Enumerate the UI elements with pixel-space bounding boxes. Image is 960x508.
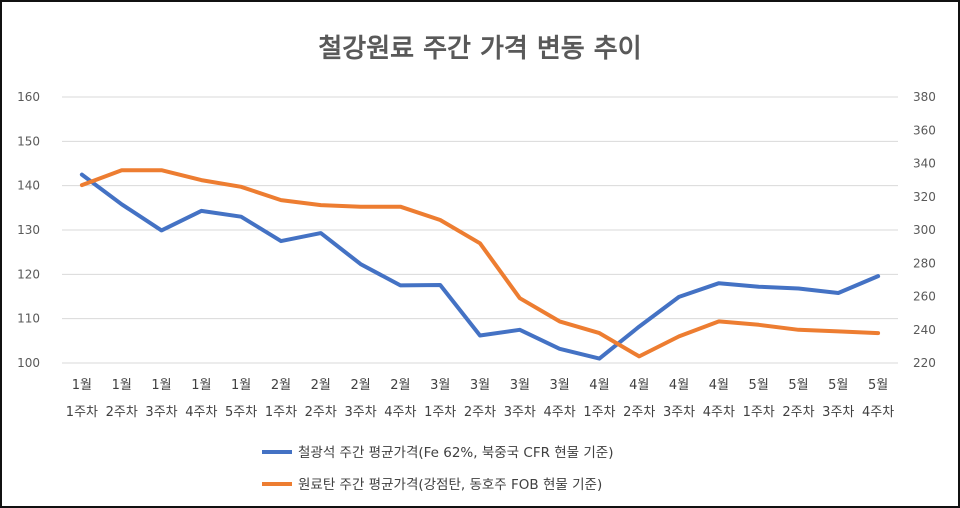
- right-tick-label: 340: [913, 157, 936, 171]
- x-tick-week-label: 2주차: [464, 405, 496, 420]
- x-tick-week-label: 4주차: [185, 405, 217, 420]
- left-tick-label: 100: [17, 356, 40, 370]
- x-tick-month-label: 2월: [390, 378, 410, 393]
- x-tick-month-label: 3월: [430, 378, 450, 393]
- right-tick-label: 260: [913, 290, 936, 304]
- x-tick-month-label: 2월: [271, 378, 291, 393]
- chart-title: 철강원료 주간 가격 변동 추이: [318, 34, 641, 64]
- right-tick-label: 320: [913, 190, 936, 204]
- x-tick-month-label: 2월: [350, 378, 370, 393]
- x-tick-month-label: 5월: [868, 378, 888, 393]
- left-tick-label: 160: [17, 90, 40, 104]
- x-axis-ticks: 1월 1주차 1월 2주차 1월 3주차 1월 4주차 1월 5주차 2월 1주차 2월 2주차 2월 3주차…: [66, 378, 894, 420]
- x-tick-week-label: 2주차: [623, 405, 655, 420]
- gridlines: [62, 96, 898, 364]
- legend-label-iron-ore: 철광석 주간 평균가격(Fe 62%, 북중국 CFR 현물 기준): [298, 445, 614, 461]
- x-tick-month-label: 5월: [749, 378, 769, 393]
- series-line-coking-coal: [79, 168, 881, 359]
- x-tick-week-label: 2주차: [305, 405, 337, 420]
- x-tick-month-label: 2월: [311, 378, 331, 393]
- x-tick-week-label: 1주차: [66, 405, 98, 420]
- x-tick-month-label: 4월: [629, 378, 649, 393]
- x-tick-month-label: 3월: [510, 378, 530, 393]
- series-line-iron-ore: [79, 172, 881, 361]
- x-tick-week-label: 3주차: [663, 405, 695, 420]
- x-tick-month-label: 1월: [112, 378, 132, 393]
- x-tick-week-label: 2주차: [782, 405, 814, 420]
- legend-label-coking-coal: 원료탄 주간 평균가격(강점탄, 동호주 FOB 현물 기준): [298, 477, 602, 493]
- left-tick-label: 130: [17, 223, 40, 237]
- right-tick-label: 300: [913, 223, 936, 237]
- x-tick-month-label: 4월: [589, 378, 609, 393]
- x-tick-month-label: 1월: [72, 378, 92, 393]
- x-tick-week-label: 1주차: [583, 405, 615, 420]
- left-tick-label: 110: [17, 312, 40, 326]
- x-tick-month-label: 1월: [231, 378, 251, 393]
- x-tick-month-label: 3월: [470, 378, 490, 393]
- x-tick-week-label: 3주차: [145, 405, 177, 420]
- x-tick-week-label: 3주차: [504, 405, 536, 420]
- left-tick-label: 120: [17, 267, 40, 281]
- x-tick-week-label: 4주차: [862, 405, 894, 420]
- left-tick-label: 150: [17, 134, 40, 148]
- x-tick-month-label: 4월: [709, 378, 729, 393]
- x-tick-month-label: 1월: [191, 378, 211, 393]
- x-tick-week-label: 5주차: [225, 405, 257, 420]
- x-tick-month-label: 5월: [828, 378, 848, 393]
- x-tick-month-label: 5월: [788, 378, 808, 393]
- x-tick-week-label: 4주차: [544, 405, 576, 420]
- x-tick-week-label: 4주차: [384, 405, 416, 420]
- right-tick-label: 280: [913, 256, 936, 270]
- series-lines: [79, 168, 881, 361]
- right-tick-label: 360: [913, 123, 936, 137]
- left-tick-label: 140: [17, 179, 40, 193]
- x-tick-week-label: 1주차: [424, 405, 456, 420]
- x-tick-month-label: 1월: [151, 378, 171, 393]
- x-tick-week-label: 1주차: [743, 405, 775, 420]
- x-tick-week-label: 1주차: [265, 405, 297, 420]
- x-tick-week-label: 4주차: [703, 405, 735, 420]
- right-tick-label: 380: [913, 90, 936, 104]
- legend: 철광석 주간 평균가격(Fe 62%, 북중국 CFR 현물 기준) 원료탄 주…: [262, 445, 614, 493]
- x-tick-month-label: 4월: [669, 378, 689, 393]
- x-tick-month-label: 3월: [550, 378, 570, 393]
- right-axis-ticks: 220 240 260 280 300 320 340 360 380: [913, 90, 936, 370]
- right-tick-label: 240: [913, 323, 936, 337]
- x-tick-week-label: 2주차: [106, 405, 138, 420]
- x-tick-week-label: 3주차: [344, 405, 376, 420]
- x-tick-week-label: 3주차: [822, 405, 854, 420]
- left-axis-ticks: 100 110 120 130 140 150 160: [17, 90, 40, 370]
- right-tick-label: 220: [913, 356, 936, 370]
